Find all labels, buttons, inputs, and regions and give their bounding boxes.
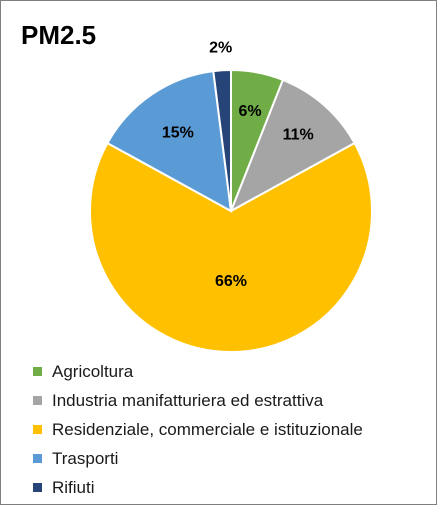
slice-label-2: 11%	[283, 126, 314, 143]
legend-swatch	[33, 483, 42, 492]
legend-swatch	[33, 367, 42, 376]
legend-swatch	[33, 454, 42, 463]
slice-label-1: 6%	[238, 103, 261, 120]
slice-label-4: 15%	[162, 124, 194, 141]
legend-swatch	[33, 396, 42, 405]
legend-item: Residenziale, commerciale e istituzional…	[33, 415, 363, 444]
pie-slice-5	[212, 68, 232, 212]
pie-slice-2	[229, 78, 356, 214]
legend-label: Industria manifatturiera ed estrattiva	[52, 390, 324, 410]
pie-slice-4	[106, 69, 233, 213]
slice-label-5: 2%	[209, 39, 232, 56]
chart-legend: Agricoltura Industria manifatturiera ed e…	[33, 357, 363, 502]
legend-item: Rifiuti	[33, 473, 363, 502]
legend-item: Trasporti	[33, 444, 363, 473]
slice-label-3: 66%	[215, 273, 247, 290]
legend-label: Rifiuti	[52, 477, 95, 497]
legend-label: Residenziale, commerciale e istituzional…	[52, 419, 363, 439]
legend-swatch	[33, 425, 42, 434]
legend-label: Agricoltura	[52, 361, 134, 381]
pie-slice-3	[89, 141, 373, 354]
legend-label: Trasporti	[52, 448, 119, 468]
chart-title: PM2.5	[21, 20, 97, 50]
legend-item: Agricoltura	[33, 357, 363, 386]
legend-item: Industria manifatturiera ed estrattiva	[33, 386, 363, 415]
